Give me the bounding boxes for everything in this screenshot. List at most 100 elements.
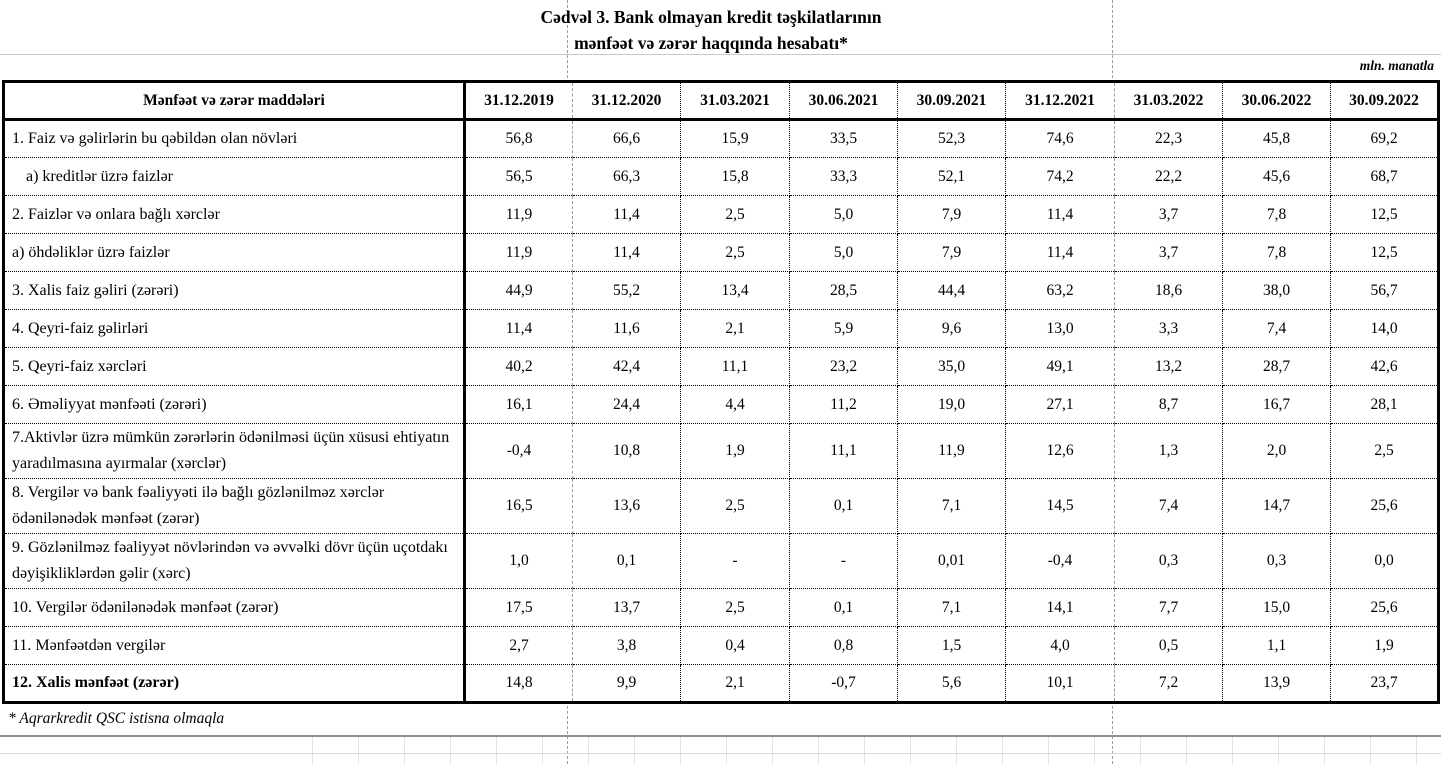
cell-value[interactable]: 0,3 [1114, 533, 1223, 589]
row-label[interactable]: 8. Vergilər və bank fəaliyyəti ilə bağlı… [2, 478, 466, 534]
cell-value[interactable]: 1,9 [680, 423, 790, 479]
cell-value[interactable]: 0,1 [789, 588, 898, 627]
cell-value[interactable]: 12,5 [1330, 195, 1440, 234]
cell-value[interactable]: 16,7 [1222, 385, 1331, 424]
cell-value[interactable]: 11,4 [1005, 195, 1115, 234]
cell-value[interactable]: 3,7 [1114, 195, 1223, 234]
cell-value[interactable]: 28,1 [1330, 385, 1440, 424]
column-header-date[interactable]: 31.12.2021 [1005, 80, 1115, 121]
cell-value[interactable]: 13,4 [680, 271, 790, 310]
cell-value[interactable]: 17,5 [464, 588, 573, 627]
cell-value[interactable]: 11,6 [572, 309, 681, 348]
cell-value[interactable]: 2,5 [1330, 423, 1440, 479]
cell-value[interactable]: - [789, 533, 898, 589]
cell-value[interactable]: 49,1 [1005, 347, 1115, 386]
cell-value[interactable]: 11,1 [789, 423, 898, 479]
cell-value[interactable]: 42,6 [1330, 347, 1440, 386]
cell-value[interactable]: 25,6 [1330, 478, 1440, 534]
cell-value[interactable]: 10,8 [572, 423, 681, 479]
cell-value[interactable]: 7,8 [1222, 195, 1331, 234]
cell-value[interactable]: 2,5 [680, 588, 790, 627]
cell-value[interactable]: 11,2 [789, 385, 898, 424]
column-header-date[interactable]: 30.06.2021 [789, 80, 898, 121]
column-header-items[interactable]: Mənfəət və zərər maddələri [2, 80, 466, 121]
cell-value[interactable]: 2,5 [680, 478, 790, 534]
cell-value[interactable]: 16,5 [464, 478, 573, 534]
cell-value[interactable]: 14,7 [1222, 478, 1331, 534]
cell-value[interactable]: -0,4 [1005, 533, 1115, 589]
cell-value[interactable]: 13,2 [1114, 347, 1223, 386]
cell-value[interactable]: 38,0 [1222, 271, 1331, 310]
cell-value[interactable]: 3,8 [572, 626, 681, 665]
column-header-date[interactable]: 31.12.2020 [572, 80, 681, 121]
cell-value[interactable]: 7,4 [1222, 309, 1331, 348]
cell-value[interactable]: 11,4 [572, 233, 681, 272]
cell-value[interactable]: 9,9 [572, 664, 681, 704]
row-label[interactable]: a) öhdəliklər üzrə faizlər [2, 233, 466, 272]
cell-value[interactable]: 12,6 [1005, 423, 1115, 479]
cell-value[interactable]: 24,4 [572, 385, 681, 424]
cell-value[interactable]: 2,0 [1222, 423, 1331, 479]
cell-value[interactable]: 23,7 [1330, 664, 1440, 704]
cell-value[interactable]: 1,3 [1114, 423, 1223, 479]
cell-value[interactable]: 68,7 [1330, 157, 1440, 196]
row-label[interactable]: 7.Aktivlər üzrə mümkün zərərlərin ödənil… [2, 423, 466, 479]
row-label[interactable]: 9. Gözlənilməz fəaliyyət növlərindən və … [2, 533, 466, 589]
cell-value[interactable]: 5,0 [789, 233, 898, 272]
cell-value[interactable]: 27,1 [1005, 385, 1115, 424]
cell-value[interactable]: 44,4 [897, 271, 1006, 310]
cell-value[interactable]: 11,4 [1005, 233, 1115, 272]
cell-value[interactable]: 22,3 [1114, 119, 1223, 158]
cell-value[interactable]: 11,9 [464, 195, 573, 234]
cell-value[interactable]: 7,7 [1114, 588, 1223, 627]
cell-value[interactable]: 2,5 [680, 195, 790, 234]
cell-value[interactable]: 18,6 [1114, 271, 1223, 310]
cell-value[interactable]: 9,6 [897, 309, 1006, 348]
row-label[interactable]: 4. Qeyri-faiz gəlirləri [2, 309, 466, 348]
cell-value[interactable]: 66,6 [572, 119, 681, 158]
cell-value[interactable]: 74,2 [1005, 157, 1115, 196]
cell-value[interactable]: 40,2 [464, 347, 573, 386]
cell-value[interactable]: 11,4 [464, 309, 573, 348]
column-header-date[interactable]: 31.12.2019 [464, 80, 573, 121]
cell-value[interactable]: 2,7 [464, 626, 573, 665]
cell-value[interactable]: 0,5 [1114, 626, 1223, 665]
cell-value[interactable]: 7,8 [1222, 233, 1331, 272]
cell-value[interactable]: 56,5 [464, 157, 573, 196]
cell-value[interactable]: 7,4 [1114, 478, 1223, 534]
cell-value[interactable]: 7,9 [897, 195, 1006, 234]
cell-value[interactable]: 2,1 [680, 309, 790, 348]
cell-value[interactable]: 45,6 [1222, 157, 1331, 196]
cell-value[interactable]: -0,4 [464, 423, 573, 479]
cell-value[interactable]: 66,3 [572, 157, 681, 196]
cell-value[interactable]: 2,1 [680, 664, 790, 704]
row-label[interactable]: 3. Xalis faiz gəliri (zərəri) [2, 271, 466, 310]
cell-value[interactable]: 14,5 [1005, 478, 1115, 534]
cell-value[interactable]: 15,8 [680, 157, 790, 196]
cell-value[interactable]: 28,7 [1222, 347, 1331, 386]
cell-value[interactable]: 56,8 [464, 119, 573, 158]
cell-value[interactable]: 4,0 [1005, 626, 1115, 665]
cell-value[interactable]: 1,0 [464, 533, 573, 589]
cell-value[interactable]: 16,1 [464, 385, 573, 424]
cell-value[interactable]: 52,1 [897, 157, 1006, 196]
cell-value[interactable]: 13,6 [572, 478, 681, 534]
cell-value[interactable]: 25,6 [1330, 588, 1440, 627]
row-label[interactable]: 10. Vergilər ödənilənədək mənfəət (zərər… [2, 588, 466, 627]
cell-value[interactable]: 8,7 [1114, 385, 1223, 424]
cell-value[interactable]: 0,0 [1330, 533, 1440, 589]
cell-value[interactable]: 5,0 [789, 195, 898, 234]
cell-value[interactable]: 5,9 [789, 309, 898, 348]
cell-value[interactable]: 19,0 [897, 385, 1006, 424]
cell-value[interactable]: 0,4 [680, 626, 790, 665]
cell-value[interactable]: 1,1 [1222, 626, 1331, 665]
cell-value[interactable]: 3,3 [1114, 309, 1223, 348]
cell-value[interactable]: 52,3 [897, 119, 1006, 158]
cell-value[interactable]: 0,01 [897, 533, 1006, 589]
cell-value[interactable]: 28,5 [789, 271, 898, 310]
row-label[interactable]: 6. Əməliyyat mənfəəti (zərəri) [2, 385, 466, 424]
cell-value[interactable]: 11,1 [680, 347, 790, 386]
cell-value[interactable]: 45,8 [1222, 119, 1331, 158]
cell-value[interactable]: 74,6 [1005, 119, 1115, 158]
cell-value[interactable]: 7,9 [897, 233, 1006, 272]
